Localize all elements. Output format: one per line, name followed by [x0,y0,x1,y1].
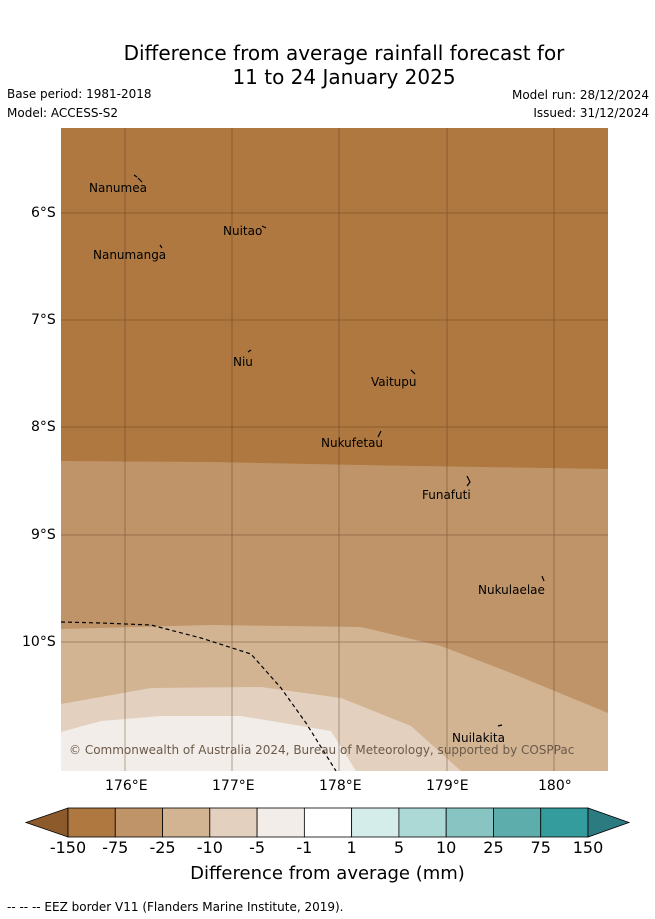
lat-label-10s: 10°S [22,634,56,650]
colorbar-segment [445,807,494,838]
rainfall-map: Nanumea Nuitao Nanumanga Niu Vaitupu Nuk… [61,128,608,771]
colorbar-segment [114,807,163,838]
lat-label-9s: 9°S [31,527,56,543]
island-niu [247,349,252,353]
region-near-average [61,716,356,771]
lon-label-180: 180° [538,778,572,794]
island-vaitupu [410,369,416,375]
base-period-label: Base period: 1981-2018 [7,87,152,101]
colorbar [24,807,631,838]
place-label-nuitao: Nuitao [223,224,262,238]
colorbar-segment [256,807,305,838]
lat-label-7s: 7°S [31,312,56,328]
map-title-line1: Difference from average rainfall forecas… [123,41,565,65]
colorbar-segment [493,807,542,838]
colorbar-segment [398,807,447,838]
colorbar-tick-label: -1 [296,838,313,857]
colorbar-tick-label: 75 [530,838,551,857]
islands [133,174,545,727]
colorbar-tick-label: 25 [483,838,504,857]
colorbar-segment [67,807,116,838]
lon-label-178e: 178°E [319,778,362,794]
model-run-label: Model run: 28/12/2024 [511,88,649,102]
lon-label-177e: 177°E [212,778,255,794]
colorbar-tick-label: -5 [249,838,266,857]
colorbar-extend-low [24,807,69,838]
colorbar-tick-label: -150 [49,838,87,857]
island-nanumea [133,174,143,183]
place-label-nanumea: Nanumea [89,181,147,195]
colorbar-title: Difference from average (mm) [190,863,465,884]
map-title-line2: 11 to 24 January 2025 [232,65,456,89]
colorbar-segment [162,807,211,838]
colorbar-segment [303,807,353,838]
colorbar-segment [351,807,400,838]
graticule [61,128,608,771]
colorbar-tick-label: 150 [572,838,604,857]
place-label-nanumanga: Nanumanga [93,248,166,262]
issued-label: Issued: 31/12/2024 [533,106,649,120]
island-nuilakita [497,724,503,727]
colorbar-extend-high [587,807,631,838]
colorbar-segment [209,807,258,838]
place-label-vaitupu: Vaitupu [371,375,417,389]
place-label-niu: Niu [233,355,253,369]
eez-border-line [61,621,337,771]
lat-label-8s: 8°S [31,419,56,435]
colorbar-tick-label: -10 [196,838,223,857]
colorbar-segment [540,807,589,838]
lon-label-176e: 176°E [105,778,148,794]
place-label-nukulaelae: Nukulaelae [478,583,545,597]
island-nukufetau [377,430,382,438]
copyright-notice: © Commonwealth of Australia 2024, Bureau… [69,743,574,757]
colorbar-tick-label: 1 [346,838,357,857]
island-nanumanga [159,244,163,249]
place-label-nuilakita: Nuilakita [452,731,505,745]
place-label-funafuti: Funafuti [422,488,471,502]
place-label-nukufetau: Nukufetau [321,436,383,450]
island-nuitao [261,225,267,229]
colorbar-tick-label: 10 [435,838,457,857]
map-canvas: Nanumea Nuitao Nanumanga Niu Vaitupu Nuk… [61,128,608,771]
island-funafuti [466,475,471,487]
lat-label-6s: 6°S [31,205,56,221]
colorbar-tick-label: -75 [102,838,129,857]
colorbar-tick-label: 5 [393,838,404,857]
eez-footnote: -- -- -- EEZ border V11 (Flanders Marine… [7,900,344,914]
lon-label-179e: 179°E [426,778,469,794]
model-label: Model: ACCESS-S2 [7,106,119,120]
colorbar-tick-label: -25 [149,838,176,857]
island-nukulaelae [541,575,545,582]
